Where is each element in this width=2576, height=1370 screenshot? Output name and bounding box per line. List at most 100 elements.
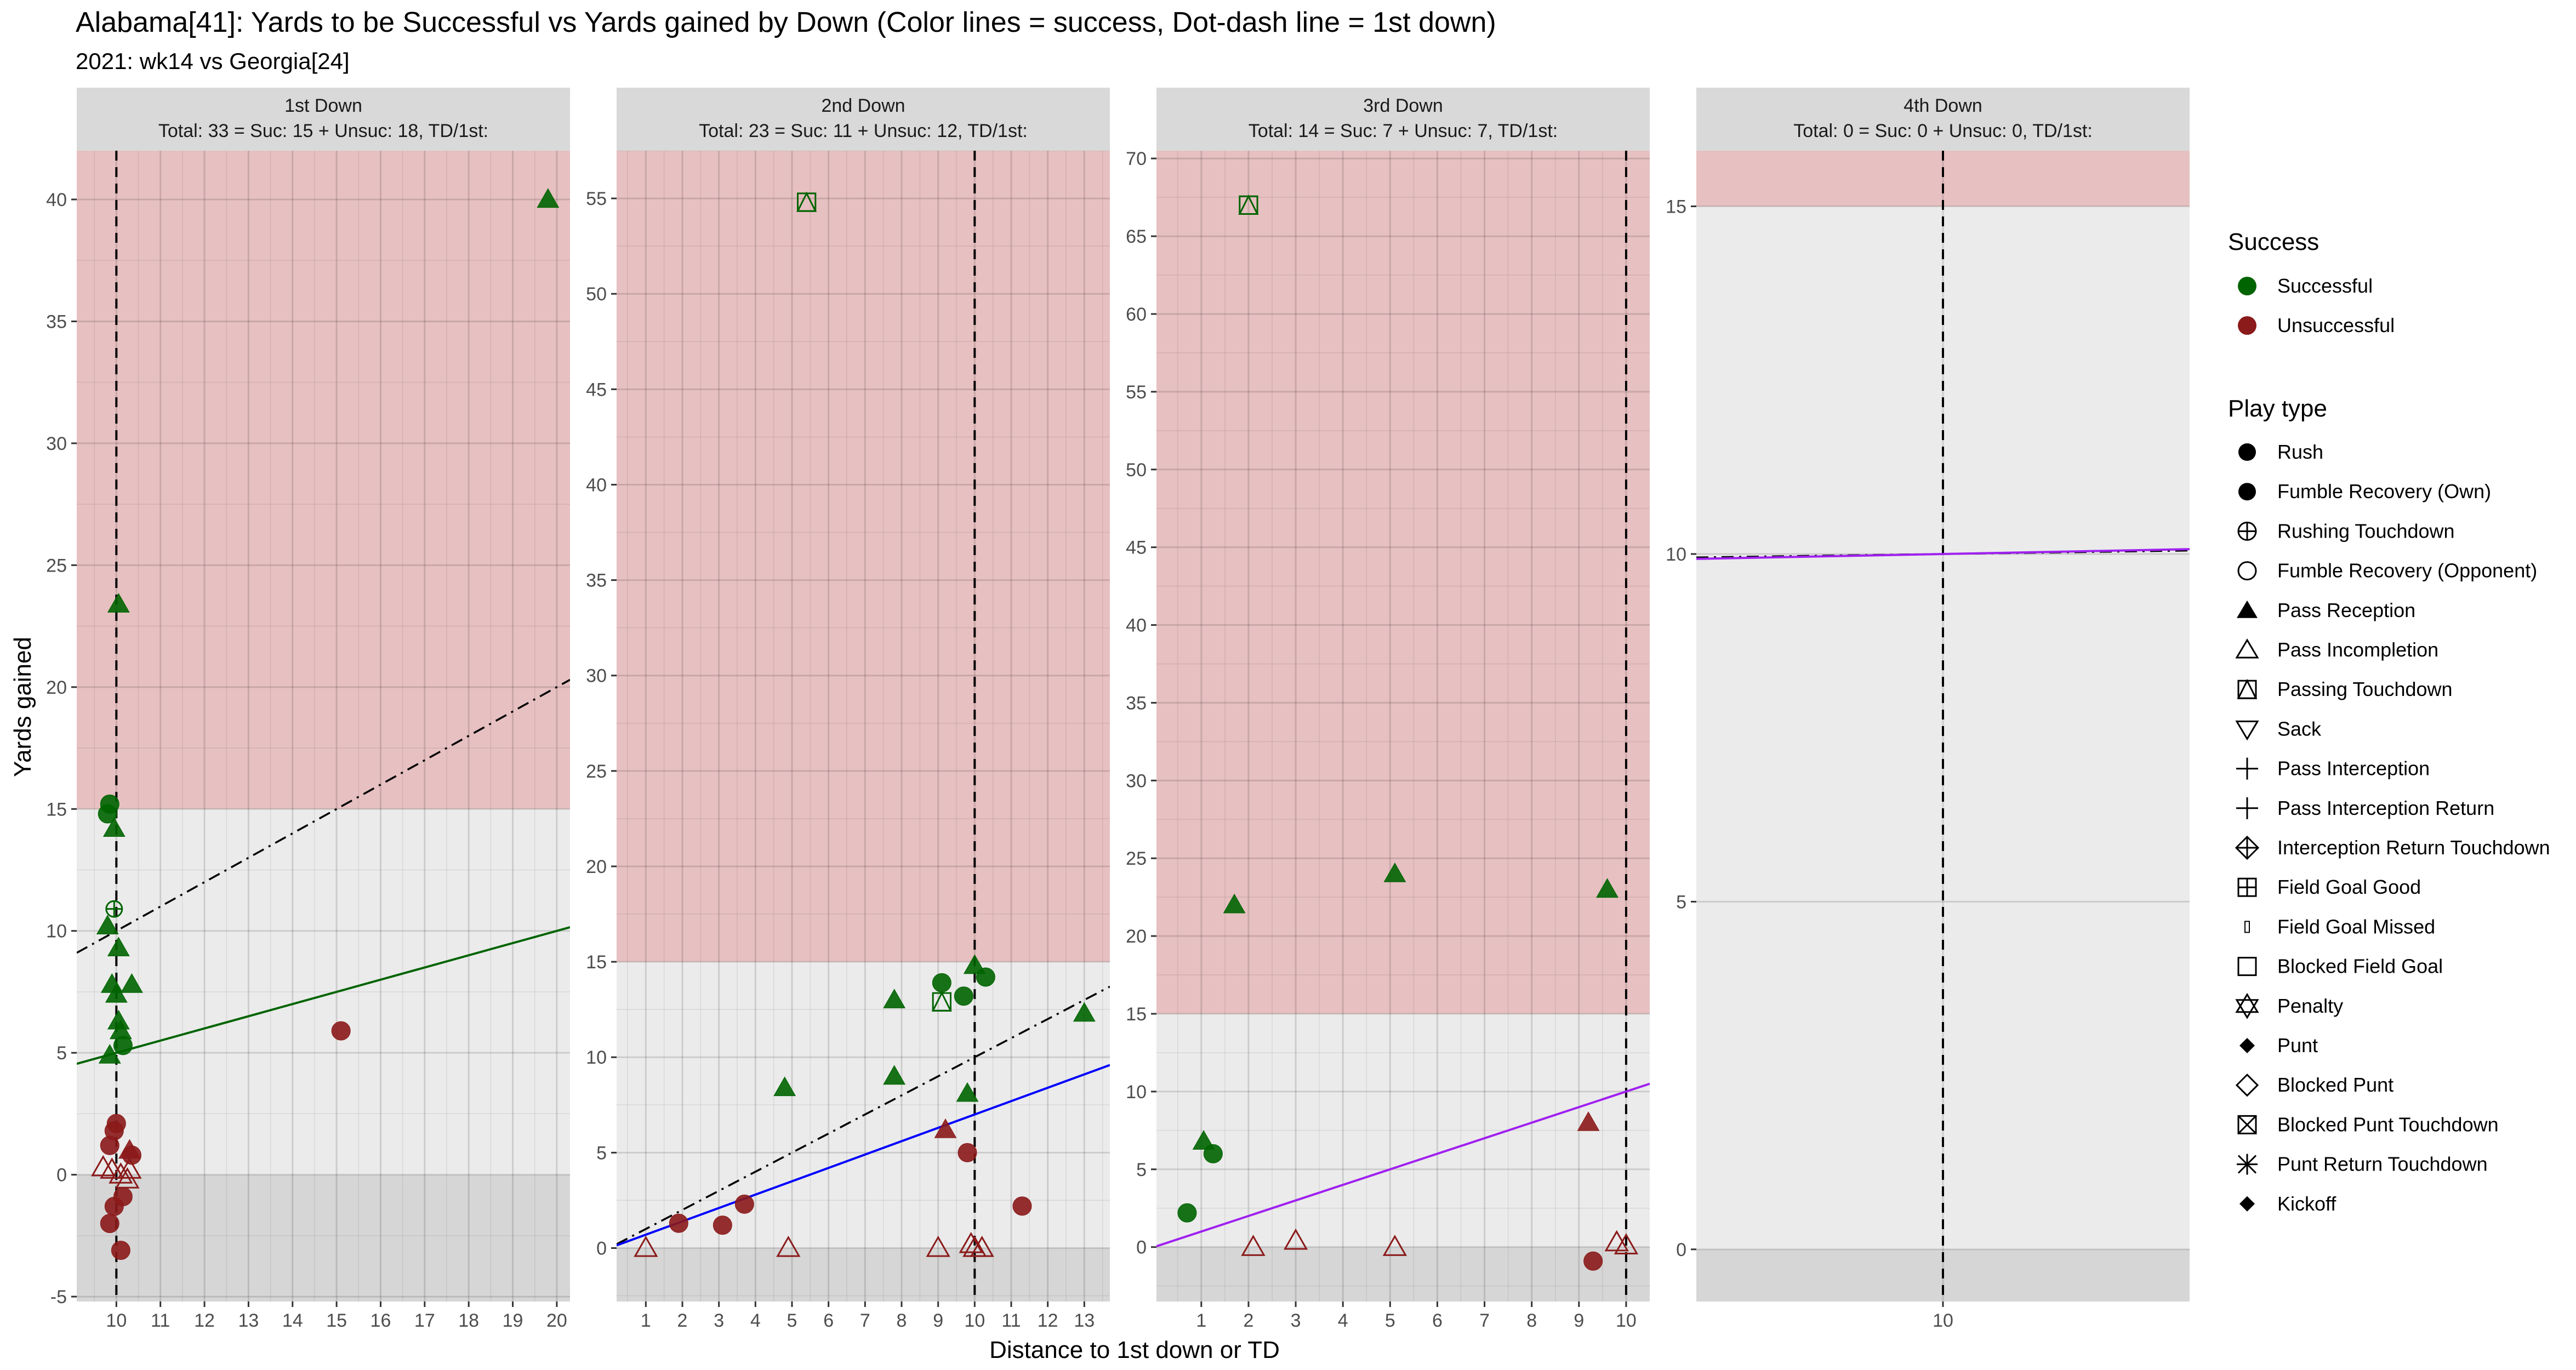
negative-zone — [1156, 1247, 1650, 1302]
x-tick-label: 10 — [1933, 1310, 1953, 1331]
y-tick-label: 20 — [46, 677, 67, 698]
legend-icon-down-triangle — [2235, 720, 2259, 741]
big-play-zone — [77, 151, 570, 809]
data-point — [1382, 1235, 1407, 1256]
y-tick-label: 30 — [1126, 770, 1147, 791]
legend-icon-square-x — [2237, 1115, 2257, 1134]
legend-label: Blocked Punt — [2277, 1074, 2393, 1096]
y-tick-label: 5 — [1676, 892, 1686, 912]
facet-strip — [1696, 88, 2190, 151]
panel-3: 3rd Down Total: 14 = Suc: 7 + Unsuc: 7, T… — [1126, 88, 1650, 1331]
legend-label: Field Goal Missed — [2277, 915, 2435, 938]
data-point — [113, 1036, 133, 1055]
facet-summary: Total: 14 = Suc: 7 + Unsuc: 7, TD/1st: — [1249, 121, 1558, 141]
x-tick-label: 12 — [1038, 1310, 1058, 1331]
legend-label: Unsuccessful — [2277, 314, 2395, 336]
panel-1: 1st Down Total: 33 = Suc: 15 + Unsuc: 18,… — [46, 88, 570, 1331]
y-tick-label: -5 — [50, 1287, 67, 1308]
data-point — [931, 991, 952, 1012]
y-tick-label: 25 — [46, 555, 67, 576]
y-tick-label: 70 — [1126, 149, 1147, 169]
facet-title: 3rd Down — [1363, 95, 1443, 116]
facet-summary: Total: 23 = Suc: 11 + Unsuc: 12, TD/1st: — [699, 121, 1028, 141]
x-tick-label: 13 — [238, 1310, 259, 1331]
x-tick-label: 15 — [326, 1310, 347, 1331]
data-point — [1577, 1111, 1600, 1131]
legend-label: Rushing Touchdown — [2277, 520, 2455, 542]
legend-playtype-title: Play type — [2228, 395, 2327, 422]
legend-icon-star-of-david — [2235, 992, 2259, 1019]
facet-strip — [1156, 88, 1650, 151]
y-tick-label: 35 — [586, 570, 607, 591]
legend-label: Sack — [2277, 717, 2322, 740]
legend-icon-asterisk — [2237, 1154, 2258, 1175]
data-point — [1383, 863, 1406, 882]
x-tick-label: 10 — [1616, 1310, 1637, 1331]
facet-summary: Total: 0 = Suc: 0 + Unsuc: 0, TD/1st: — [1793, 121, 2093, 141]
data-point — [1614, 1233, 1639, 1255]
legend-icon-plus — [2236, 757, 2258, 780]
x-tick-label: 19 — [503, 1310, 523, 1331]
data-point — [115, 1167, 140, 1189]
data-point — [107, 937, 130, 957]
x-tick-label: 3 — [1291, 1310, 1301, 1331]
x-tick-label: 12 — [194, 1310, 215, 1331]
facet-panels: 1st Down Total: 33 = Suc: 15 + Unsuc: 18,… — [46, 88, 2190, 1331]
data-point — [98, 804, 117, 824]
x-tick-label: 10 — [964, 1310, 985, 1331]
data-point — [102, 817, 126, 837]
y-tick-label: 15 — [1126, 1004, 1147, 1025]
facet-title: 1st Down — [284, 95, 362, 116]
legend-swatch — [2238, 277, 2256, 295]
x-tick-label: 8 — [897, 1310, 907, 1331]
success-line — [77, 926, 570, 1065]
legend-icon-thin-rect — [2244, 921, 2250, 933]
data-point — [1238, 194, 1259, 215]
legend-icon-filled-triangle — [2237, 600, 2258, 618]
data-point — [713, 1215, 732, 1235]
legend-icon-plus — [2236, 797, 2258, 819]
legend-icon-filled-circle — [2238, 483, 2256, 501]
first-down-line — [617, 985, 1110, 1246]
x-tick-label: 18 — [458, 1310, 479, 1331]
legend-label: Pass Interception — [2277, 757, 2430, 780]
y-tick-label: 10 — [1126, 1082, 1147, 1103]
success-line — [617, 1064, 1110, 1247]
legend-icon-open-triangle — [2235, 638, 2259, 659]
gridlines — [77, 151, 570, 1302]
facet-summary: Total: 33 = Suc: 15 + Unsuc: 18, TD/1st: — [158, 121, 488, 141]
legend-label: Field Goal Good — [2277, 876, 2421, 898]
legend-label: Penalty — [2277, 995, 2343, 1017]
success-line — [1156, 1082, 1650, 1248]
x-tick-label: 20 — [546, 1310, 567, 1331]
chart-title: Alabama[41]: Yards to be Successful vs Y… — [76, 7, 1496, 38]
x-tick-label: 3 — [714, 1310, 724, 1331]
y-tick-label: 50 — [586, 284, 607, 305]
x-tick-label: 1 — [1196, 1310, 1206, 1331]
y-tick-label: 35 — [46, 311, 67, 332]
y-tick-label: 25 — [586, 761, 607, 782]
x-tick-label: 7 — [1479, 1310, 1490, 1331]
legend-icon-filled-diamond — [2239, 1038, 2255, 1053]
facet-strip — [77, 88, 570, 151]
y-tick-label: 30 — [46, 433, 67, 454]
y-tick-label: 0 — [1676, 1240, 1686, 1260]
data-point — [537, 188, 560, 208]
legend-icon-circle-plus — [2237, 521, 2257, 541]
data-point — [956, 1082, 979, 1102]
y-tick-label: 50 — [1126, 460, 1147, 481]
data-point — [883, 1065, 906, 1085]
legend-label: Fumble Recovery (Own) — [2277, 480, 2491, 503]
legend-label: Pass Incompletion — [2277, 638, 2438, 661]
data-point — [104, 1196, 124, 1216]
legend: Success Play type Successful Unsuccessful… — [2228, 229, 2550, 1215]
legend-label: Interception Return Touchdown — [2277, 836, 2550, 859]
data-points — [1177, 194, 1639, 1271]
data-point — [958, 1143, 977, 1162]
legend-label: Passing Touchdown — [2277, 678, 2453, 700]
y-tick-label: 15 — [1666, 197, 1686, 218]
x-tick-label: 7 — [860, 1310, 870, 1331]
data-point — [1192, 1130, 1215, 1150]
y-tick-label: 40 — [1126, 615, 1147, 636]
data-point — [1583, 1251, 1603, 1271]
